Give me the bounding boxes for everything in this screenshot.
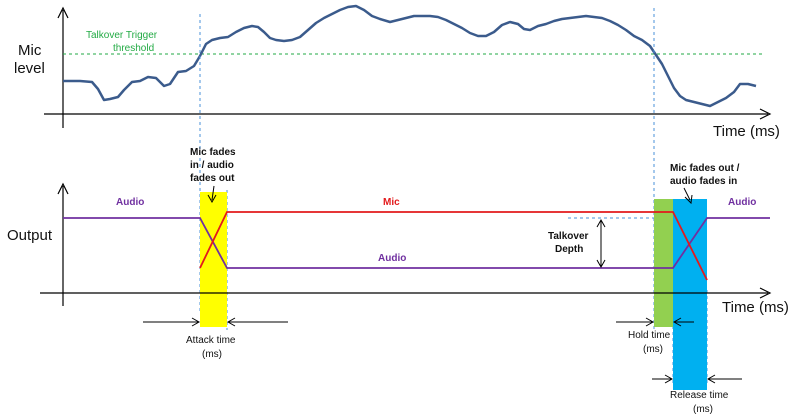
fade-in-note-line1: Mic fades: [190, 147, 236, 158]
threshold-label-line2: threshold: [113, 43, 154, 54]
fade-in-note-line2: in / audio: [190, 160, 234, 171]
fade-in-pointer: [211, 185, 215, 201]
mic-level-y-label-line1: Mic: [18, 42, 42, 59]
hold-label-line2: (ms): [643, 344, 663, 355]
release-label-line1: Release time: [670, 390, 729, 401]
fade-out-note-line1: Mic fades out /: [670, 163, 740, 174]
attack-dim-right-head: [226, 317, 236, 327]
output-panel: Output Time (ms) Audio Audio Audio Mic M…: [7, 147, 789, 415]
depth-label-line1: Talkover: [548, 231, 588, 242]
hold-region: [654, 199, 673, 327]
mic-level-y-axis-arrow: [57, 6, 69, 19]
output-y-axis-arrow: [57, 182, 69, 195]
release-dim-right-head: [706, 374, 716, 384]
mic-level-y-label-line2: level: [14, 60, 45, 77]
mic-label: Mic: [383, 197, 400, 208]
release-dim-left-head: [664, 374, 674, 384]
audio-label-left: Audio: [116, 197, 144, 208]
attack-label-line1: Attack time: [186, 335, 236, 346]
fade-out-pointer-head: [684, 194, 693, 205]
output-x-label: Time (ms): [722, 299, 789, 316]
release-label-line2: (ms): [693, 404, 713, 415]
talkover-depth-arrow-top: [596, 218, 606, 228]
output-y-label: Output: [7, 227, 53, 244]
output-x-axis-arrow: [759, 287, 772, 299]
fade-in-pointer-head: [207, 194, 217, 204]
audio-label-mid: Audio: [378, 253, 406, 264]
depth-label-line2: Depth: [555, 244, 583, 255]
mic-level-x-axis-arrow: [759, 108, 772, 120]
talkover-depth-arrow-bottom: [596, 259, 606, 269]
fade-out-pointer: [683, 187, 691, 201]
attack-dim-left-head: [191, 317, 201, 327]
mic-level-waveform: [63, 4, 757, 108]
mic-output-line: [199, 211, 708, 281]
audio-label-right: Audio: [728, 197, 756, 208]
fade-in-note-line3: fades out: [190, 173, 235, 184]
threshold-label-line1: Talkover Trigger: [86, 30, 158, 41]
fade-out-note-line2: audio fades in: [670, 176, 737, 187]
release-region: [673, 199, 707, 390]
audio-output-line: [63, 217, 770, 269]
mic-level-panel: Mic level Time (ms) Talkover Trigger thr…: [14, 4, 780, 140]
hold-label-line1: Hold time: [628, 330, 671, 341]
attack-label-line2: (ms): [202, 349, 222, 360]
mic-level-x-label: Time (ms): [713, 123, 780, 140]
hold-dim-right-head: [672, 317, 682, 327]
hold-dim-left-head: [645, 317, 655, 327]
